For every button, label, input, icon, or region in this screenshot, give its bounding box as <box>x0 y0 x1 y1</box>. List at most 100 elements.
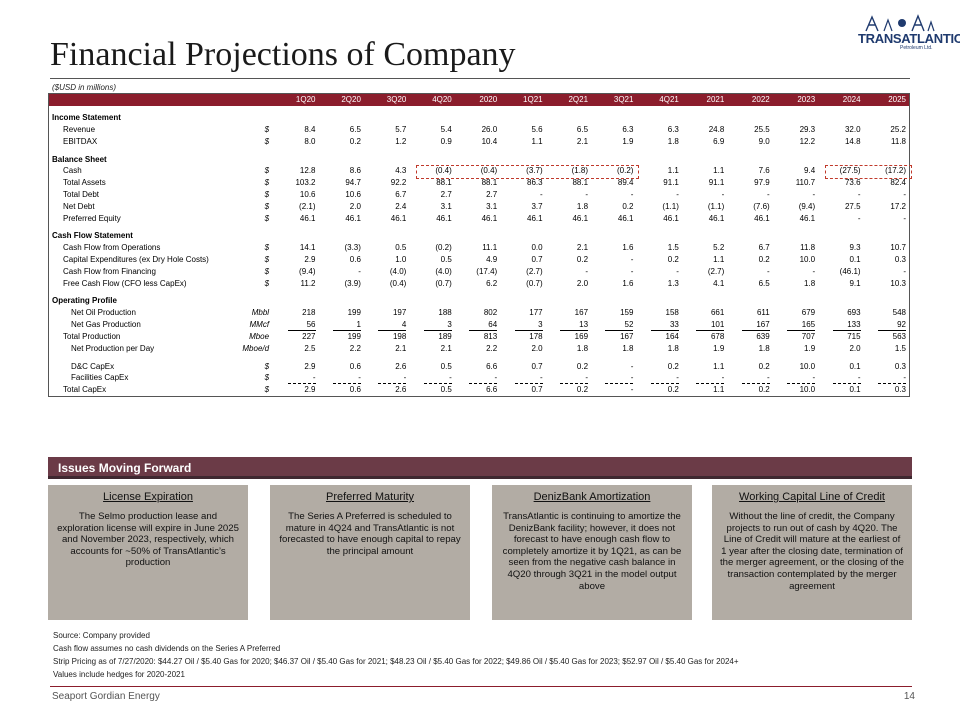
cell-value: 8.6 <box>349 166 361 176</box>
cell-value: 1.9 <box>622 136 634 146</box>
cell-value: 5.4 <box>440 124 452 134</box>
table-cell: (2.7) <box>500 265 545 277</box>
table-cell: 12.8 <box>273 165 318 177</box>
table-cell: 169 <box>546 331 591 343</box>
cell-value: 46.1 <box>299 213 316 223</box>
cell-value: 1 <box>332 319 361 331</box>
card-preferred-maturity: Preferred Maturity The Series A Preferre… <box>270 485 470 620</box>
cell-value: (9.4) <box>299 266 316 276</box>
table-cell: (0.7) <box>409 277 454 289</box>
financial-projections-table: 1Q20 2Q20 3Q20 4Q20 2020 1Q21 2Q21 3Q21 4Q21 2021… <box>48 93 912 397</box>
issues-header: Issues Moving Forward <box>58 461 192 475</box>
cell-value: - <box>812 189 816 199</box>
table-cell: 86.3 <box>500 177 545 189</box>
period-header: 2020 <box>454 94 501 106</box>
table-cell: 1.8 <box>546 342 591 354</box>
table-header-row: 1Q20 2Q20 3Q20 4Q20 2020 1Q21 2Q21 3Q21 4Q21 2021… <box>49 94 909 106</box>
cell-value: 2.9 <box>304 254 316 264</box>
cell-value: 6.6 <box>486 385 498 395</box>
period-header: 4Q21 <box>636 94 682 106</box>
section-label: Cash Flow Statement <box>52 231 133 241</box>
row-unit: $ <box>264 385 270 395</box>
row-unit: $ <box>264 278 270 288</box>
table-cell: 5.6 <box>500 124 545 136</box>
card-body: The Selmo production lease and explorati… <box>57 511 239 569</box>
cell-value: - <box>903 213 906 223</box>
cell-value: 11.1 <box>482 243 498 253</box>
table-cell: 6.5 <box>319 124 364 136</box>
table-cell: 707 <box>773 331 818 343</box>
card-title: Working Capital Line of Credit <box>739 491 885 503</box>
row-label: Cash Flow from Operations <box>63 243 161 253</box>
cell-value: 2.1 <box>395 343 407 353</box>
table-cell: 46.1 <box>546 212 591 224</box>
footer-brand: Seaport Gordian Energy <box>52 691 160 702</box>
cell-value: - <box>539 189 543 199</box>
cell-value: 0.1 <box>849 254 861 264</box>
card-working-capital: Working Capital Line of Credit Without t… <box>712 485 912 620</box>
cell-value: 10.7 <box>890 243 906 253</box>
oil-derrick-icon <box>865 14 935 32</box>
table-cell: 9.3 <box>818 242 863 254</box>
cell-value: 177 <box>529 308 543 318</box>
table-row: Free Cash Flow (CFO less CapEx) $11.2 (3.9… <box>49 277 909 289</box>
table-cell: - <box>455 372 500 384</box>
cell-value: - <box>878 372 906 384</box>
cell-value: 2.0 <box>531 343 543 353</box>
table-cell: 678 <box>682 331 727 343</box>
period-header: 1Q20 <box>273 94 319 106</box>
cell-value: 6.6 <box>486 361 498 371</box>
cell-value: 0.2 <box>667 361 679 371</box>
page-title: Financial Projections of Company <box>50 36 516 73</box>
footnotes: Source: Company provided Cash flow assum… <box>53 629 739 681</box>
cell-value: 11.8 <box>800 243 816 253</box>
cell-value: (0.4) <box>389 278 407 288</box>
table-cell: 1.8 <box>591 342 636 354</box>
cell-value: 91.1 <box>708 178 725 188</box>
cell-value: 199 <box>347 331 361 341</box>
table-cell: 4 <box>364 319 409 331</box>
cell-value: 10.6 <box>299 189 316 199</box>
cell-value: 2.7 <box>440 189 452 199</box>
row-unit: $ <box>264 266 270 276</box>
section-label: Balance Sheet <box>52 154 107 164</box>
table-cell: - <box>727 265 772 277</box>
table-cell: 2.6 <box>364 384 409 396</box>
cell-value: 101 <box>696 319 725 331</box>
cell-value: 0.3 <box>894 385 906 395</box>
table-cell: 6.5 <box>546 124 591 136</box>
table-cell: - <box>773 372 818 384</box>
cell-value: 1.2 <box>395 136 407 146</box>
cell-value: 3 <box>514 319 543 331</box>
table-cell: 10.0 <box>773 384 818 396</box>
table-cell: 91.1 <box>636 177 681 189</box>
cell-value: 0.7 <box>531 385 543 395</box>
table-cell: - <box>500 372 545 384</box>
row-label: Net Production per Day <box>71 343 155 353</box>
cell-value: 2.5 <box>304 343 316 353</box>
cell-value: 0.2 <box>576 385 589 395</box>
row-label: Capital Expenditures (ex Dry Hole Costs) <box>63 254 209 264</box>
table-cell: 0.6 <box>319 360 364 372</box>
table-cell: - <box>773 265 818 277</box>
cell-value: 2.0 <box>576 278 589 288</box>
period-header: 2Q20 <box>318 94 364 106</box>
cell-value: 679 <box>801 308 816 318</box>
table-cell: 94.7 <box>319 177 364 189</box>
table-cell: 197 <box>364 307 409 319</box>
table-cell: - <box>727 372 772 384</box>
cell-value: 0.5 <box>440 361 452 371</box>
cell-value: 0.0 <box>531 243 543 253</box>
table-row: Facilities CapEx $ - - - - - - - - - - - - - - <box>49 372 909 384</box>
table-cell: 0.2 <box>546 384 591 396</box>
table-cell: (1.1) <box>636 200 681 212</box>
table-cell: 32.0 <box>818 124 863 136</box>
row-label: EBITDAX <box>63 136 98 146</box>
cell-value: 46.1 <box>708 213 725 223</box>
page-number: 14 <box>903 691 915 702</box>
row-unit: $ <box>264 254 270 264</box>
table-cell: 11.1 <box>455 242 500 254</box>
logo-subtitle: Petroleum Ltd. <box>900 45 933 51</box>
cell-value: 0.5 <box>440 385 452 395</box>
cell-value: 97.9 <box>754 178 770 188</box>
